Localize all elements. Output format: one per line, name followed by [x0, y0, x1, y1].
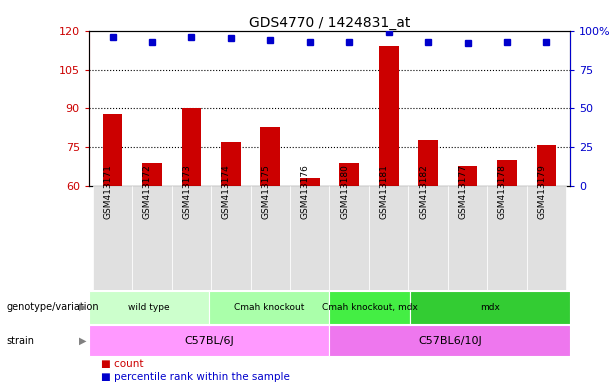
Bar [103, 114, 123, 186]
Text: GSM413181: GSM413181 [379, 164, 389, 219]
Text: Cmah knockout: Cmah knockout [234, 303, 305, 312]
Bar [448, 186, 487, 290]
Text: mdx: mdx [480, 303, 500, 312]
Bar [93, 186, 132, 290]
Text: GSM413171: GSM413171 [104, 164, 113, 219]
Text: GSM413174: GSM413174 [222, 164, 231, 219]
Bar [251, 186, 290, 290]
Bar [497, 161, 517, 186]
Bar [409, 291, 570, 324]
Text: GSM413180: GSM413180 [340, 164, 349, 219]
Text: GSM413176: GSM413176 [301, 164, 310, 219]
Bar [369, 186, 408, 290]
Bar [132, 186, 172, 290]
Bar [209, 291, 330, 324]
Text: GSM413173: GSM413173 [183, 164, 191, 219]
Bar [330, 325, 570, 356]
Bar [290, 186, 330, 290]
Bar [261, 127, 280, 186]
Bar [458, 166, 478, 186]
Text: GSM413179: GSM413179 [538, 164, 546, 219]
Bar [181, 109, 201, 186]
Bar [142, 163, 162, 186]
Text: C57BL/6J: C57BL/6J [185, 336, 234, 346]
Text: ■ percentile rank within the sample: ■ percentile rank within the sample [101, 372, 290, 382]
Bar [330, 291, 409, 324]
Text: GSM413178: GSM413178 [498, 164, 507, 219]
Bar [527, 186, 566, 290]
Bar [487, 186, 527, 290]
Text: C57BL6/10J: C57BL6/10J [418, 336, 482, 346]
Text: GSM413175: GSM413175 [261, 164, 270, 219]
Text: Cmah knockout, mdx: Cmah knockout, mdx [322, 303, 417, 312]
Text: strain: strain [6, 336, 34, 346]
Text: ▶: ▶ [79, 302, 86, 312]
Title: GDS4770 / 1424831_at: GDS4770 / 1424831_at [249, 16, 410, 30]
Text: ▶: ▶ [79, 336, 86, 346]
Text: wild type: wild type [128, 303, 170, 312]
Text: GSM413177: GSM413177 [459, 164, 468, 219]
Bar [221, 142, 241, 186]
Bar [172, 186, 211, 290]
Text: genotype/variation: genotype/variation [6, 302, 99, 312]
Bar [340, 163, 359, 186]
Text: ■ count: ■ count [101, 359, 143, 369]
Bar [330, 186, 369, 290]
Bar [536, 145, 556, 186]
Bar [408, 186, 448, 290]
Bar [89, 291, 209, 324]
Bar [211, 186, 251, 290]
Text: GSM413182: GSM413182 [419, 164, 428, 219]
Bar [300, 179, 319, 186]
Text: GSM413172: GSM413172 [143, 164, 152, 219]
Bar [418, 140, 438, 186]
Bar [379, 46, 398, 186]
Bar [89, 325, 330, 356]
